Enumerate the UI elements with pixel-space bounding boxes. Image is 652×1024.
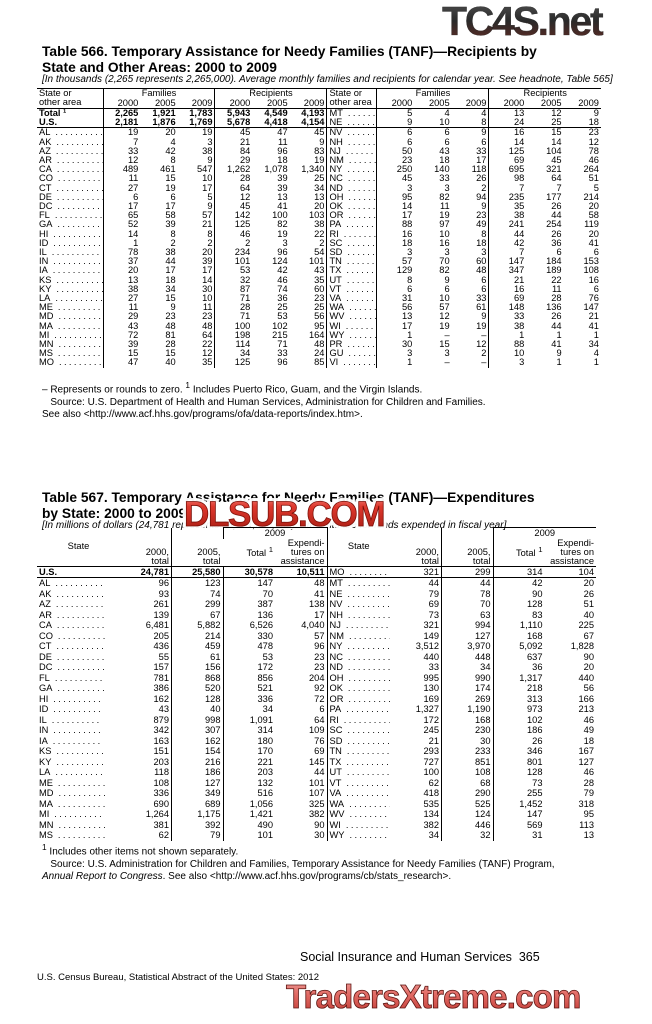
svg-text:TradersXtreme.com: TradersXtreme.com [286,978,581,1015]
svg-text:TC4S.net: TC4S.net [442,0,604,44]
